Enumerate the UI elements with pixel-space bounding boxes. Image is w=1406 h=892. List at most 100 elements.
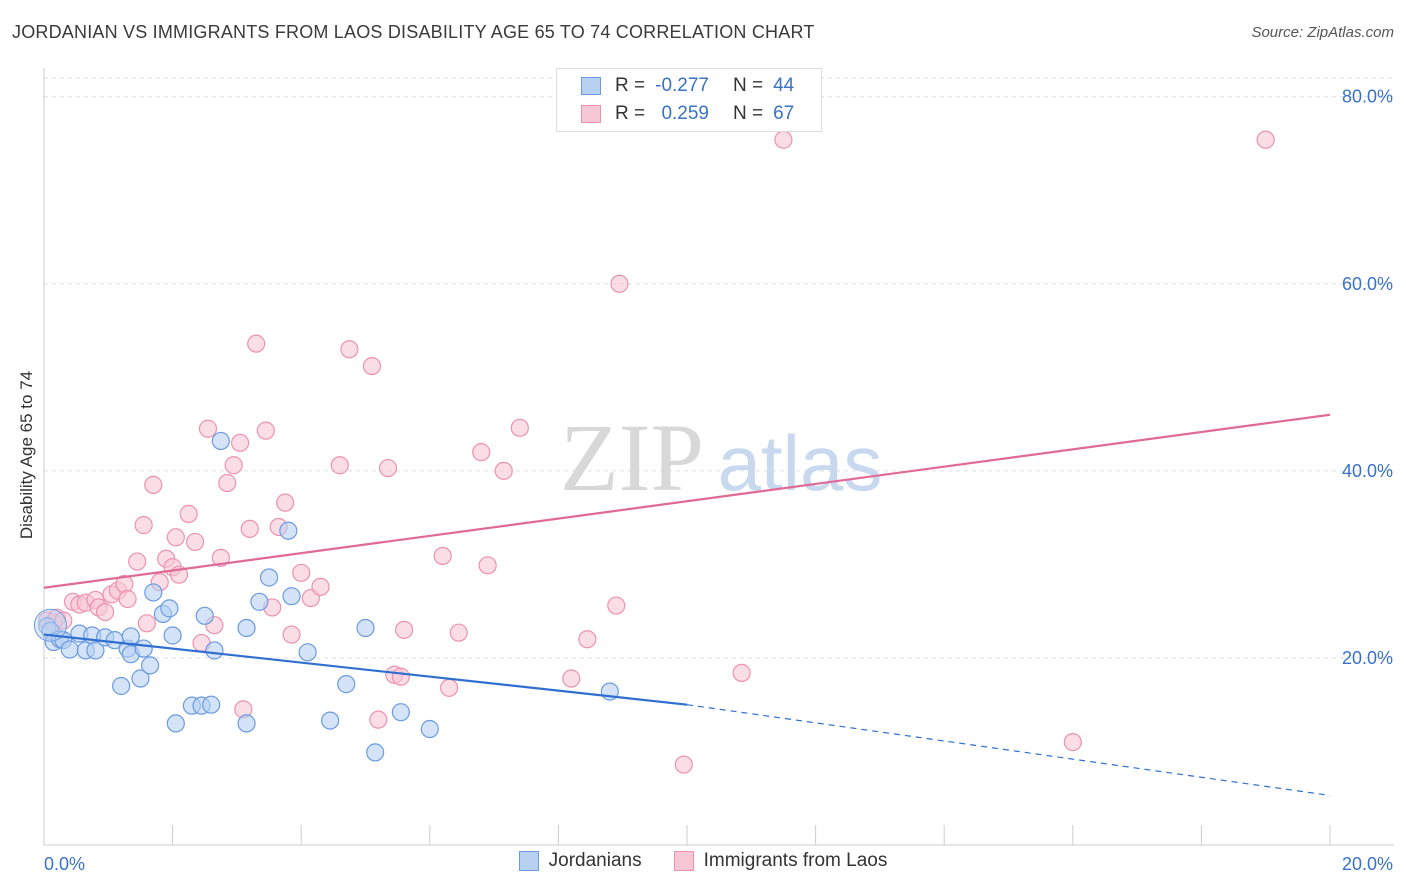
data-point [240,519,259,538]
y-tick-label: 40.0% [1342,461,1393,481]
watermark: ZIP atlas [560,404,882,511]
data-point [134,516,153,535]
data-point [478,556,497,575]
data-point [211,548,230,567]
data-point [166,528,185,547]
data-point [95,602,115,622]
legend-item-laos[interactable]: Immigrants from Laos [673,850,887,872]
data-point [433,546,452,566]
data-point [321,711,340,730]
data-point [298,643,317,662]
data-point [494,461,513,480]
data-point [330,456,349,475]
data-point [607,596,626,615]
jordanian-trend-extension [686,704,1331,797]
n-value: 44 [773,75,795,96]
data-point [674,755,693,774]
data-point [337,675,356,694]
r-value: -0.277 [655,75,709,96]
data-point [247,334,266,353]
legend-swatch-blue [581,77,601,95]
data-point [259,568,279,587]
gridlines [44,77,1394,659]
n-label: N = [733,75,764,96]
laos-trend-line [43,413,1331,589]
source-label: Source: ZipAtlas.com [1251,24,1394,41]
jordanian-trend-line [43,633,688,706]
data-point [394,620,414,639]
r-label: R = [615,75,646,96]
data-point [420,719,439,739]
n-value: 67 [773,103,795,124]
data-point [250,592,269,611]
data-point [282,625,301,644]
legend-swatch-blue [518,851,539,871]
data-point [510,418,529,437]
watermark-zip: ZIP [560,404,704,511]
data-point [449,623,468,642]
data-point [276,493,295,512]
r-value: 0.259 [661,103,709,124]
data-point [166,714,185,733]
data-point [237,714,256,733]
series-legend: Jordanians Immigrants from Laos [0,850,1406,872]
data-point [195,606,214,625]
chart-title: JORDANIAN VS IMMIGRANTS FROM LAOS DISABI… [12,22,815,42]
data-point [362,356,382,376]
correlation-legend: R = -0.277 N = 44 R = 0.259 N = 67 [556,68,822,132]
data-point [179,504,198,523]
data-point [732,663,751,682]
axes [43,68,1394,846]
data-point [144,475,163,494]
data-point [472,443,491,462]
data-point [163,626,182,645]
jordanian-points [33,431,619,762]
data-point [137,614,156,633]
data-point [391,667,410,686]
data-point [237,618,256,638]
data-point [54,611,73,630]
data-point [378,458,398,478]
data-point [60,640,79,659]
data-point [311,577,330,596]
data-point [578,630,597,649]
legend-row-jordanians: R = -0.277 N = 44 [581,73,794,99]
legend-swatch-pink [581,105,601,123]
data-point [186,532,205,552]
data-point [231,433,250,452]
data-point [144,583,163,602]
data-point-cluster [33,608,67,642]
data-point [279,521,298,540]
data-point [198,419,218,438]
data-point [1063,733,1082,752]
y-axis-label: Disability Age 65 to 74 [17,371,36,539]
data-point [369,710,388,729]
y-tick-label: 60.0% [1342,274,1393,294]
data-point [128,552,147,571]
data-point [112,676,131,696]
data-point [282,587,301,606]
n-label: N = [733,103,764,124]
legend-swatch-pink [673,851,694,871]
data-point [211,431,230,451]
data-point [224,456,243,475]
legend-row-laos: R = 0.259 N = 67 [581,101,794,127]
data-point [256,421,275,440]
legend-item-jordanians[interactable]: Jordanians [518,850,642,872]
data-point [340,340,359,359]
data-point [610,274,629,293]
data-point [391,703,410,722]
data-point [356,618,375,638]
data-point [774,130,793,149]
data-point [439,678,459,697]
y-tick-label: 80.0% [1342,87,1393,107]
tick-labels: 20.0% 40.0% 60.0% 80.0% 0.0% 20.0% [44,87,1393,874]
data-point [140,656,160,675]
data-point [134,639,153,658]
r-label: R = [615,103,646,124]
data-point [205,641,224,660]
data-point [202,695,221,714]
legend-label: Jordanians [548,850,642,871]
data-point [131,669,150,688]
